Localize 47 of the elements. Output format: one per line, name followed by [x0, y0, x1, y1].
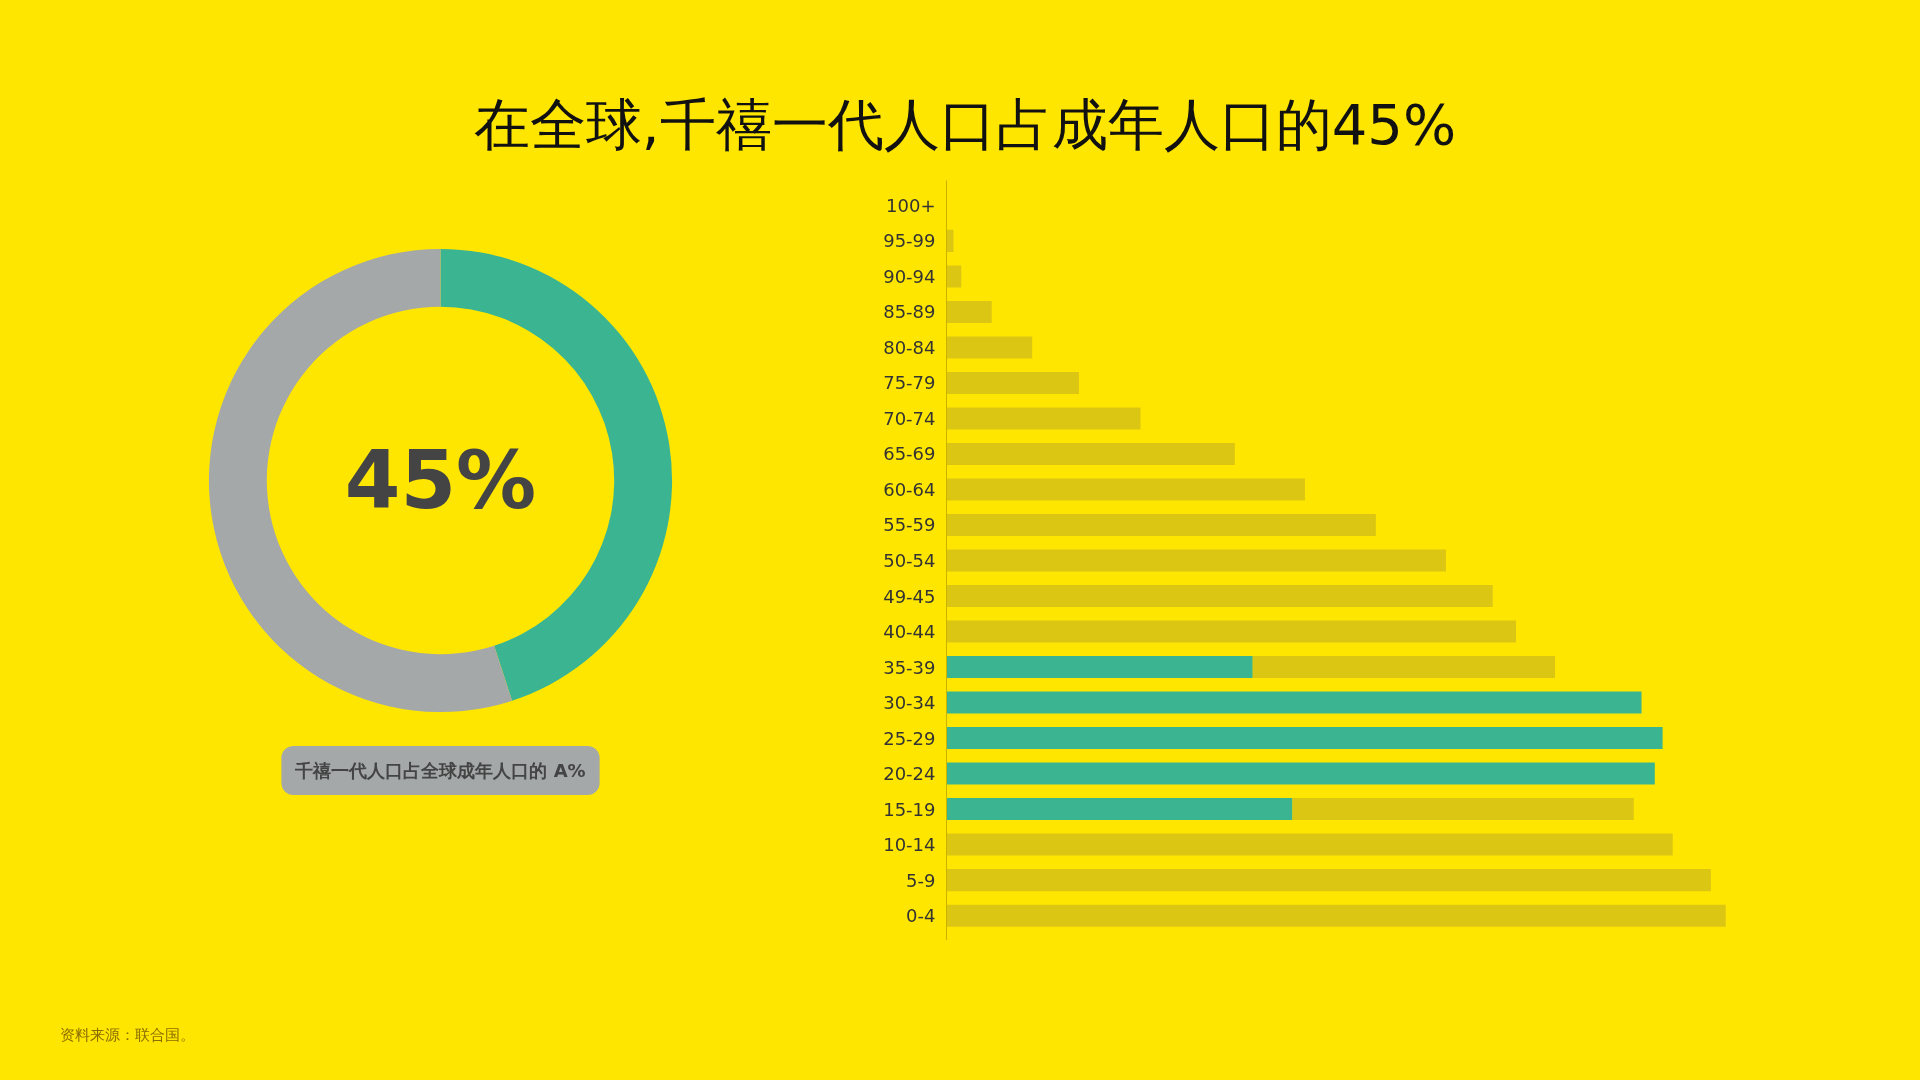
y-tick-label: 70-74: [883, 407, 936, 429]
y-tick-label: 50-54: [883, 550, 936, 571]
bar: [946, 407, 1141, 430]
bar: [946, 656, 1253, 679]
y-tick-label: 35-39: [883, 656, 936, 678]
bar: [946, 371, 1079, 394]
bar: [946, 833, 1673, 856]
text: 45%: [344, 434, 537, 527]
bar: [946, 762, 1655, 785]
y-tick-label: 15-19: [883, 798, 936, 820]
bar: [946, 549, 1446, 572]
bar: [946, 585, 1493, 608]
y-tick-label: 90-94: [883, 265, 936, 287]
bar: [946, 300, 992, 323]
bar: [946, 798, 1293, 821]
bar: [946, 904, 1726, 927]
bar: [946, 691, 1642, 714]
bar: [946, 513, 1376, 536]
y-tick-label: 30-34: [883, 692, 936, 714]
y-tick-label: 60-64: [883, 478, 936, 500]
text: 在全球,千禧一代人口占成年人口的45%: [473, 91, 1457, 159]
bar: [946, 727, 1663, 750]
text: 千禧一代人口占全球成年人口的 A%: [294, 760, 586, 781]
bar: [946, 229, 954, 252]
bar: [946, 336, 1033, 359]
y-tick-label: 100+: [886, 194, 936, 216]
y-tick-label: 20-24: [883, 763, 936, 785]
y-tick-label: 80-84: [883, 336, 936, 358]
y-tick-label: 10-14: [883, 834, 936, 856]
bar: [946, 478, 1305, 501]
bar: [1252, 656, 1556, 679]
y-tick-label: 5-9: [906, 869, 936, 891]
bar: [946, 265, 962, 288]
y-tick-label: 25-29: [883, 727, 936, 749]
bar: [946, 620, 1517, 643]
y-tick-label: 85-89: [883, 301, 936, 323]
y-tick-label: 65-69: [883, 443, 936, 465]
y-tick-label: 95-99: [883, 230, 936, 252]
y-tick-label: 55-59: [883, 514, 936, 536]
y-tick-label: 75-79: [883, 372, 936, 394]
bar: [1292, 798, 1634, 821]
y-tick-label: 40-44: [883, 621, 936, 643]
bar: [946, 442, 1235, 465]
bar: [946, 869, 1711, 892]
y-tick-label: 49-45: [883, 585, 936, 607]
y-tick-label: 0-4: [906, 905, 936, 927]
text: 资料来源：联合国。: [60, 1025, 195, 1046]
